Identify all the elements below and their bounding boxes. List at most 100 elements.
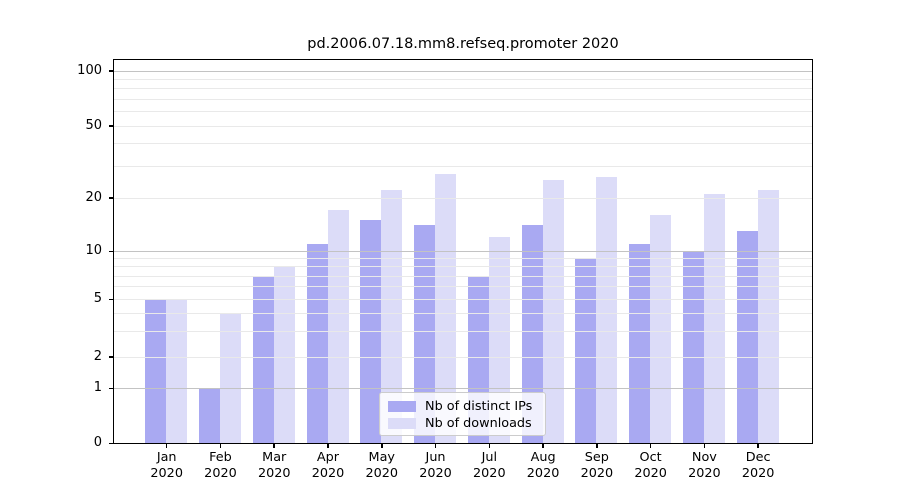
legend-label-downloads: Nb of downloads <box>425 416 532 431</box>
legend: Nb of distinct IPs Nb of downloads <box>379 392 546 436</box>
x-tick-label-dec: Dec 2020 <box>730 450 786 481</box>
x-tick-label-line: Apr <box>316 450 340 465</box>
x-tick-label-jun: Jun 2020 <box>408 450 464 481</box>
gridline-y-30 <box>114 165 812 167</box>
x-tick-label-line: 2020 <box>150 465 183 481</box>
legend-swatch-distinct-ips-icon <box>388 401 416 412</box>
gridline-y-70 <box>114 98 812 100</box>
x-tick-label-line: 2020 <box>741 465 775 481</box>
gridline-y-10 <box>114 251 812 252</box>
y-tick-20 <box>109 197 114 199</box>
y-tick-label-5: 5 <box>93 291 102 306</box>
x-tick-jul <box>488 443 491 448</box>
x-tick-label-line: 2020 <box>526 465 560 481</box>
x-tick-sep <box>596 443 598 448</box>
x-tick-label-mar: Mar 2020 <box>246 450 302 481</box>
x-tick-label-line: 2020 <box>419 465 452 481</box>
gridline-y-6 <box>114 286 812 288</box>
y-tick-1 <box>109 387 114 389</box>
y-tick-100 <box>109 70 114 72</box>
x-tick-mar <box>273 443 275 448</box>
x-tick-label-may: May 2020 <box>354 450 410 481</box>
legend-item-downloads: Nb of downloads <box>388 415 537 432</box>
gridline-y-1 <box>114 388 812 389</box>
gridline-y-50 <box>114 125 812 127</box>
x-tick-label-line: Aug <box>530 450 556 465</box>
x-tick-apr <box>327 443 329 448</box>
x-tick-label-line: Oct <box>639 450 662 465</box>
x-tick-label-oct: Oct 2020 <box>623 450 679 481</box>
bar-downloads-may <box>381 190 403 443</box>
gridline-y-100 <box>114 70 812 72</box>
plot-area <box>113 59 813 444</box>
x-tick-label-line: 2020 <box>311 465 345 481</box>
x-tick-label-jan: Jan 2020 <box>139 450 195 481</box>
x-tick-dec <box>757 443 759 448</box>
x-tick-jun <box>434 443 437 448</box>
bar-downloads-feb <box>219 313 241 443</box>
chart-title: pd.2006.07.18.mm8.refseq.promoter 2020 <box>307 36 619 52</box>
x-tick-label-line: Mar <box>262 450 287 465</box>
bar-downloads-sep <box>596 176 618 443</box>
bar-distinct-ips-sep <box>575 258 597 443</box>
x-tick-feb <box>219 443 222 448</box>
x-tick-label-aug: Aug 2020 <box>515 450 571 481</box>
gridline-y-60 <box>114 111 812 113</box>
x-tick-label-line: Jan <box>156 450 177 465</box>
x-tick-label-feb: Feb 2020 <box>192 450 248 481</box>
bar-downloads-aug <box>542 179 564 443</box>
x-tick-label-line: Jul <box>481 450 498 465</box>
bar-distinct-ips-oct <box>629 243 651 443</box>
x-tick-jan <box>165 443 168 448</box>
x-tick-label-line: 2020 <box>257 465 291 481</box>
legend-swatch-downloads-icon <box>388 418 416 429</box>
gridline-y-90 <box>114 78 812 80</box>
y-tick-50 <box>109 125 114 127</box>
x-tick-aug <box>542 443 544 448</box>
bar-downloads-dec <box>757 190 779 443</box>
x-tick-label-jul: Jul 2020 <box>461 450 517 481</box>
x-tick-label-line: Nov <box>691 450 717 465</box>
y-tick-label-10: 10 <box>85 243 102 258</box>
gridline-y-8 <box>114 266 812 268</box>
x-tick-label-line: Jun <box>425 450 446 465</box>
bar-distinct-ips-jan <box>145 299 167 443</box>
y-tick-0 <box>109 442 114 444</box>
x-tick-label-sep: Sep 2020 <box>569 450 625 481</box>
bar-distinct-ips-dec <box>736 230 758 443</box>
x-tick-may <box>381 443 383 448</box>
legend-label-distinct-ips: Nb of distinct IPs <box>425 399 533 414</box>
gridline-y-2 <box>114 356 812 358</box>
gridline-y-20 <box>114 197 812 199</box>
bar-downloads-jul <box>488 236 510 443</box>
bar-downloads-jun <box>435 173 457 443</box>
y-tick-label-20: 20 <box>85 189 102 205</box>
x-tick-label-line: Dec <box>745 450 771 465</box>
y-tick-label-2: 2 <box>93 348 102 364</box>
x-tick-label-line: May <box>368 450 395 465</box>
y-tick-label-50: 50 <box>85 117 102 133</box>
y-tick-label-0: 0 <box>93 435 102 450</box>
legend-item-distinct-ips: Nb of distinct IPs <box>388 398 537 415</box>
bar-downloads-apr <box>327 210 349 443</box>
x-tick-label-line: 2020 <box>634 465 667 481</box>
x-tick-label-line: 2020 <box>580 465 614 481</box>
gridline-y-80 <box>114 88 812 90</box>
gridline-y-4 <box>114 313 812 314</box>
x-tick-label-line: Feb <box>209 450 232 465</box>
bar-distinct-ips-apr <box>306 243 328 443</box>
x-tick-oct <box>649 443 652 448</box>
bar-distinct-ips-nov <box>682 251 704 443</box>
bar-downloads-nov <box>703 193 725 443</box>
y-tick-label-100: 100 <box>77 62 102 78</box>
y-tick-10 <box>109 250 114 252</box>
bar-downloads-oct <box>650 214 672 443</box>
x-tick-label-line: 2020 <box>473 465 506 481</box>
x-tick-label-apr: Apr 2020 <box>300 450 356 481</box>
gridline-y-40 <box>114 143 812 145</box>
gridline-y-5 <box>114 299 812 300</box>
y-tick-2 <box>109 356 114 358</box>
bar-distinct-ips-mar <box>252 275 274 443</box>
x-tick-label-line: Sep <box>584 450 609 465</box>
gridline-y-9 <box>114 258 812 260</box>
